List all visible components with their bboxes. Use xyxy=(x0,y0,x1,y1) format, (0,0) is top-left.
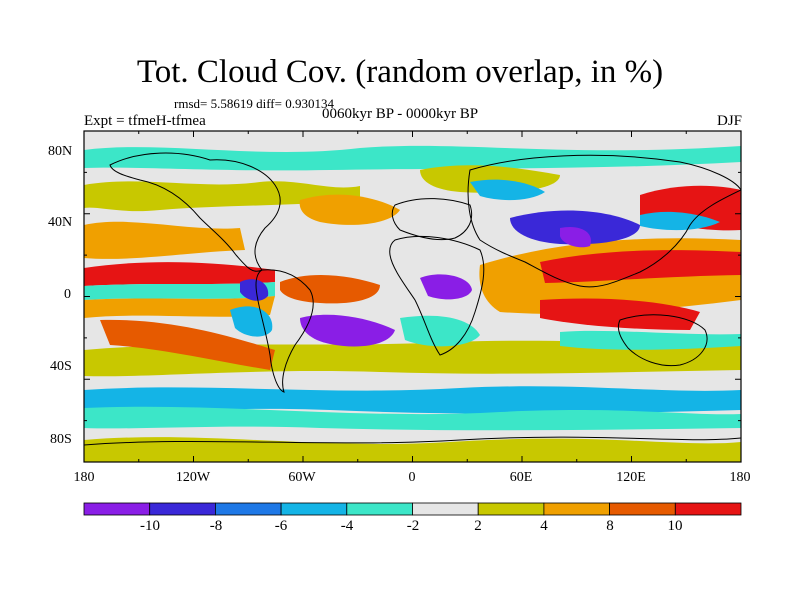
patch-asia-purple xyxy=(560,226,591,248)
colorbar-label: 2 xyxy=(474,518,482,534)
band-indonesia-red xyxy=(540,298,700,330)
colorbar-label: -6 xyxy=(274,518,288,534)
band-australia-teal xyxy=(560,330,741,350)
colorbar-label: -4 xyxy=(340,518,354,534)
colorbar-label: -2 xyxy=(406,518,420,534)
lon-tick-label: 120E xyxy=(616,470,646,485)
lat-tick-label: 40S xyxy=(50,359,72,374)
lon-tick-label: 60W xyxy=(288,470,316,485)
colorbar-swatch xyxy=(346,502,413,516)
lon-tick-label: 180 xyxy=(73,470,95,485)
band-warmpool-red xyxy=(540,250,741,283)
colorbar-swatch xyxy=(83,502,151,516)
colorbar-swatch xyxy=(609,502,676,516)
patch-africa-purple xyxy=(420,274,472,300)
colorbar-label: -10 xyxy=(140,518,160,534)
band-pacific-teal xyxy=(84,282,275,300)
colorbar-swatch xyxy=(412,502,479,516)
period-label: 0060kyr BP - 0000kyr BP xyxy=(322,106,479,122)
patch-nwpacific-cyan xyxy=(640,211,720,231)
band-arctic-teal xyxy=(84,145,741,171)
page-title: Tot. Cloud Cov. (random overlap, in %) xyxy=(136,54,664,90)
colorbar-swatch xyxy=(280,502,348,516)
lon-tick-label: 180 xyxy=(729,470,751,485)
patch-southafrica-teal xyxy=(400,315,480,347)
colorbar-label: -8 xyxy=(209,518,223,534)
season-label: DJF xyxy=(716,113,742,129)
coastlines xyxy=(84,152,741,446)
colorbar-swatch xyxy=(543,502,611,516)
colorbar-swatch xyxy=(674,502,742,516)
lon-tick-marks xyxy=(83,131,742,462)
lat-tick-label: 0 xyxy=(64,287,71,302)
colorbar-label: 10 xyxy=(667,518,683,534)
patch-peru-cyan xyxy=(230,306,273,337)
lon-tick-label: 120W xyxy=(175,470,211,485)
band-southern-cyan xyxy=(84,386,741,414)
stats-label: rmsd= 5.58619 diff= 0.930134 xyxy=(174,96,334,111)
experiment-label: Expt = tfmeH-tfmea xyxy=(84,113,206,129)
patch-southatlantic-purple xyxy=(300,314,395,347)
patch-northatlantic-orange xyxy=(299,194,400,225)
colorbar-swatch xyxy=(477,502,545,516)
lon-tick-label: 60E xyxy=(509,470,533,485)
north-america-outline xyxy=(109,152,281,272)
colorbar-swatch xyxy=(149,502,216,516)
lon-tick-label: 0 xyxy=(408,470,416,485)
lat-tick-marks xyxy=(84,130,741,463)
colorbar-swatch xyxy=(214,502,282,516)
band-southern-teal xyxy=(84,406,741,431)
australia-outline xyxy=(617,314,708,367)
band-atlantic-red xyxy=(280,274,380,304)
patch-panama-blue xyxy=(240,279,269,301)
lat-tick-label: 80S xyxy=(50,432,72,447)
europe-outline xyxy=(391,198,473,241)
asia-outline xyxy=(467,154,741,288)
south-america-outline xyxy=(255,269,314,393)
band-southpacific-red xyxy=(100,319,275,370)
band-pacific-orange xyxy=(84,296,275,318)
lat-tick-label: 40N xyxy=(48,215,73,230)
band-antarctic-yellow xyxy=(84,437,741,462)
colorbar-label: 8 xyxy=(606,518,614,534)
antarctica-outline xyxy=(84,436,741,446)
colorbar xyxy=(83,502,742,516)
colorbar-label: 4 xyxy=(540,518,548,534)
africa-outline xyxy=(389,235,485,356)
band-northpacific-yellow xyxy=(84,181,360,212)
lat-tick-label: 80N xyxy=(48,144,73,159)
patch-eurasia-cyan xyxy=(470,179,545,201)
band-pacific-red xyxy=(84,262,275,286)
band-northpacific-orange xyxy=(84,221,245,259)
